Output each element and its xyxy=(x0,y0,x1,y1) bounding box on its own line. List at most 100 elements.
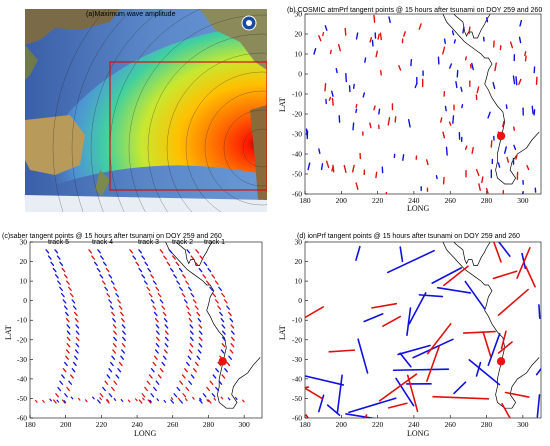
y-tick-label: 10 xyxy=(20,277,28,286)
tangent-point xyxy=(305,306,324,319)
tangent-point xyxy=(75,343,80,348)
tangent-point xyxy=(538,304,541,319)
tangent-point xyxy=(153,311,158,317)
tangent-point xyxy=(170,396,174,401)
tangent-point xyxy=(188,349,193,354)
tangent-point xyxy=(105,399,110,404)
tangent-point xyxy=(179,380,184,385)
tangent-point xyxy=(525,265,536,288)
tangent-point xyxy=(190,255,195,260)
tangent-point xyxy=(156,397,160,402)
tangent-point xyxy=(317,394,325,413)
x-tick-label: 220 xyxy=(372,420,384,429)
tangent-point xyxy=(173,274,178,279)
antarctica-landmass xyxy=(25,195,267,212)
panel-b-plot-area xyxy=(304,13,542,195)
tangent-point xyxy=(191,396,195,400)
tangent-point xyxy=(305,386,310,389)
tangent-point xyxy=(440,117,443,123)
tangent-point xyxy=(121,343,126,348)
tangent-point xyxy=(110,280,115,285)
tangent-point xyxy=(91,396,95,400)
y-tick-label: 0 xyxy=(298,296,302,305)
tangent-point xyxy=(207,267,212,273)
tangent-point xyxy=(113,330,117,335)
tangent-point xyxy=(127,399,131,403)
tangent-point xyxy=(121,349,125,354)
tangent-point xyxy=(181,292,186,298)
tangent-point xyxy=(75,330,80,335)
tangent-point xyxy=(230,336,235,342)
tangent-point xyxy=(66,324,71,329)
y-tick-label: -40 xyxy=(292,150,302,159)
y-tick-label: -60 xyxy=(292,414,302,423)
tangent-point xyxy=(199,255,204,260)
tangent-point xyxy=(214,280,219,285)
tangent-point xyxy=(70,374,74,379)
coastline xyxy=(165,242,261,409)
tangent-point xyxy=(168,249,173,254)
tangent-point xyxy=(202,274,207,279)
tangent-point xyxy=(355,108,358,114)
tangent-point xyxy=(418,294,444,298)
tangent-point xyxy=(426,323,452,355)
tangent-point xyxy=(96,267,101,273)
tangent-point xyxy=(111,311,115,317)
tangent-point xyxy=(189,336,194,342)
tangent-point xyxy=(155,380,160,385)
tangent-point xyxy=(150,274,154,279)
tangent-point xyxy=(104,380,109,385)
y-tick-label: -50 xyxy=(292,394,302,403)
x-tick-label: 280 xyxy=(203,420,215,429)
y-tick-label: -10 xyxy=(292,90,302,99)
contour-arc xyxy=(223,109,267,187)
tangent-point xyxy=(108,274,113,279)
contour-arc xyxy=(242,128,267,168)
tangent-point xyxy=(221,292,226,298)
tangent-point xyxy=(190,292,195,298)
tangent-point xyxy=(161,305,166,310)
tangent-point xyxy=(406,307,412,337)
tangent-point xyxy=(426,159,429,166)
tangent-point xyxy=(104,286,109,292)
tangent-point xyxy=(344,27,347,36)
tangent-point xyxy=(109,305,114,310)
tangent-point xyxy=(120,398,124,403)
tangent-point xyxy=(155,324,160,329)
tangent-point xyxy=(93,261,98,266)
tangent-point xyxy=(70,396,74,400)
tangent-point xyxy=(335,67,338,74)
tangent-point xyxy=(198,267,203,273)
tangent-point xyxy=(154,318,159,323)
tangent-point xyxy=(188,286,192,292)
tangent-point xyxy=(152,361,157,367)
tangent-point xyxy=(198,399,203,404)
tangent-point xyxy=(66,336,71,342)
tangent-point xyxy=(197,349,202,354)
tangent-point xyxy=(196,355,201,360)
tangent-point xyxy=(355,182,359,190)
tangent-point xyxy=(156,330,160,335)
tangent-point xyxy=(141,397,145,401)
tangent-point xyxy=(524,51,527,57)
panel-d-coastline xyxy=(442,242,540,409)
tangent-point xyxy=(222,336,226,342)
tangent-point xyxy=(313,47,317,55)
tangent-point xyxy=(206,398,210,403)
x-tick-label: 180 xyxy=(299,196,311,205)
tangent-point xyxy=(155,343,160,348)
tangent-point xyxy=(500,330,507,350)
tangent-point xyxy=(219,311,223,317)
tangent-point xyxy=(120,311,124,317)
tangent-point xyxy=(69,292,74,298)
tangent-point xyxy=(307,162,311,171)
tangent-point xyxy=(152,280,157,285)
y-tick-label: -60 xyxy=(17,414,27,423)
tangent-point xyxy=(443,265,469,287)
tangent-point xyxy=(386,249,435,274)
tangent-point xyxy=(217,361,222,367)
tangent-point xyxy=(379,69,382,76)
tangent-point xyxy=(234,396,238,401)
tangent-point xyxy=(192,299,197,304)
tangent-point xyxy=(406,374,419,413)
